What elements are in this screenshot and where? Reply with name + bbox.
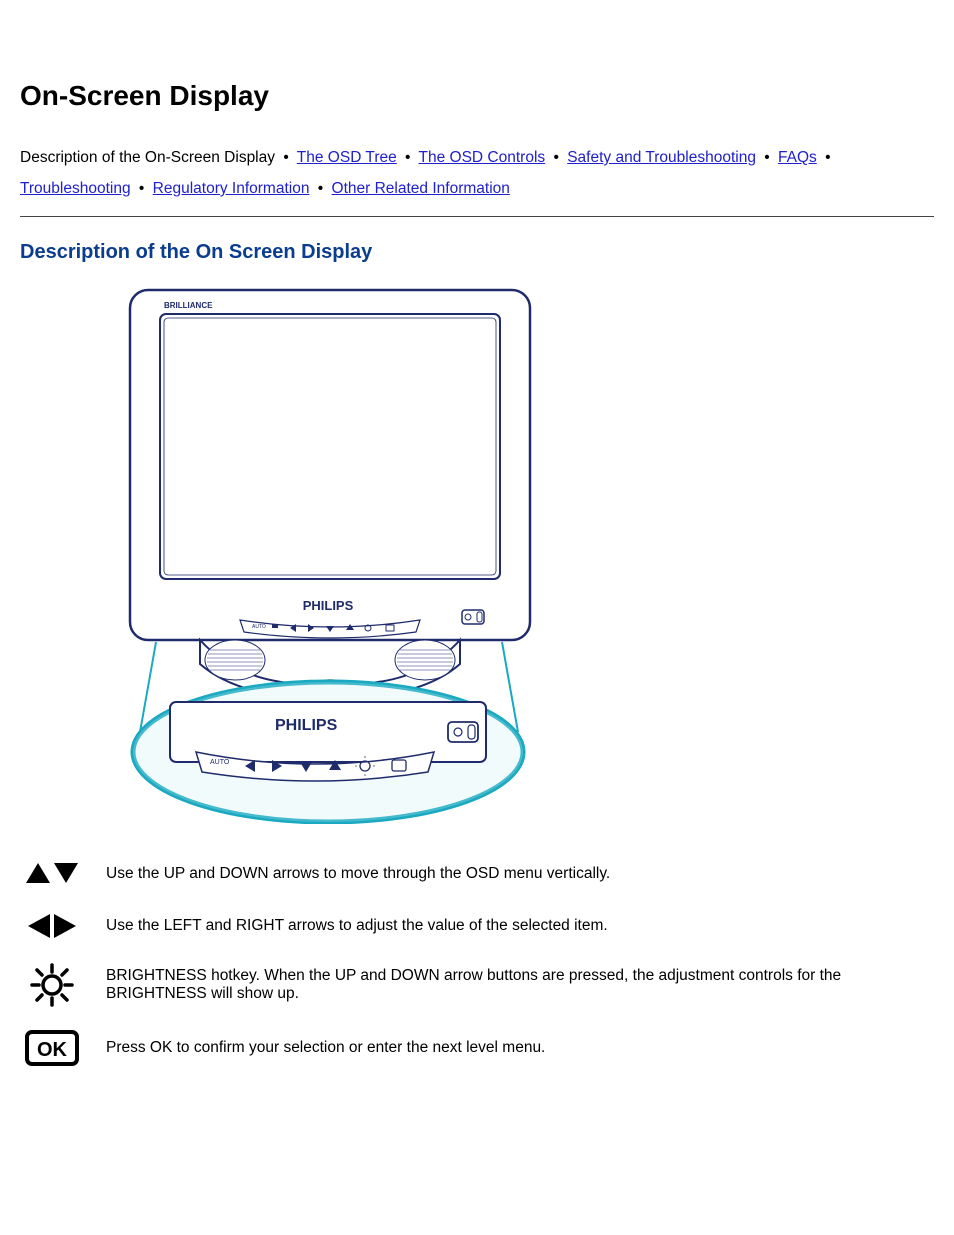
descriptions-list: Use the UP and DOWN arrows to move throu… — [20, 859, 934, 1067]
brand-label-zoom: PHILIPS — [275, 717, 338, 734]
link-separator: • — [318, 180, 323, 197]
description-row: BRIGHTNESS hotkey. When the UP and DOWN … — [20, 963, 934, 1007]
description-text: Press OK to confirm your selection or en… — [106, 1039, 545, 1057]
link-separator: • — [405, 149, 410, 166]
description-row: Use the UP and DOWN arrows to move throu… — [20, 859, 934, 889]
link-regulatory[interactable]: Regulatory Information — [153, 180, 310, 197]
link-other-info[interactable]: Other Related Information — [332, 180, 510, 197]
brightness-icon — [20, 963, 84, 1007]
description-row: OK Press OK to confirm your selection or… — [20, 1029, 934, 1067]
svg-text:OK: OK — [37, 1039, 68, 1061]
link-osd-tree[interactable]: The OSD Tree — [297, 149, 397, 166]
link-separator: • — [553, 149, 558, 166]
svg-text:AUTO: AUTO — [252, 624, 266, 630]
section-divider — [20, 216, 934, 217]
svg-text:AUTO: AUTO — [210, 759, 230, 766]
link-faqs[interactable]: FAQs — [778, 149, 817, 166]
link-safety[interactable]: Safety and Troubleshooting — [567, 149, 756, 166]
page-title: On-Screen Display — [20, 80, 934, 112]
link-separator: • — [283, 149, 288, 166]
description-row: Use the LEFT and RIGHT arrows to adjust … — [20, 911, 934, 941]
model-label: BRILLIANCE — [164, 301, 213, 310]
link-bar: Description of the On-Screen Display • T… — [20, 142, 934, 204]
link-separator: • — [825, 149, 830, 166]
links-intro: Description of the On-Screen Display — [20, 149, 275, 166]
description-text: BRIGHTNESS hotkey. When the UP and DOWN … — [106, 967, 934, 1003]
monitor-figure: BRILLIANCE PHILIPS AUTO — [110, 284, 610, 829]
section-subtitle: Description of the On Screen Display — [20, 241, 934, 264]
description-text: Use the UP and DOWN arrows to move throu… — [106, 865, 610, 883]
link-troubleshooting[interactable]: Troubleshooting — [20, 180, 131, 197]
link-separator: • — [764, 149, 769, 166]
left-right-icon — [20, 911, 84, 941]
ok-icon: OK — [20, 1029, 84, 1067]
description-text: Use the LEFT and RIGHT arrows to adjust … — [106, 917, 608, 935]
link-separator: • — [139, 180, 144, 197]
link-osd-controls[interactable]: The OSD Controls — [419, 149, 546, 166]
up-down-icon — [20, 859, 84, 889]
brand-label: PHILIPS — [303, 598, 354, 613]
